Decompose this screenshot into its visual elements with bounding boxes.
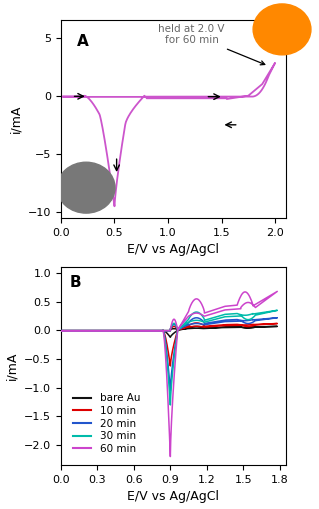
X-axis label: E/V vs Ag/AgCl: E/V vs Ag/AgCl (127, 491, 219, 503)
20 min (273, 315, 277, 321)
10 min (162, 330, 166, 336)
20 min (59, 328, 63, 334)
10 min (83, 328, 87, 334)
60 min (83, 328, 87, 334)
10 min (204, 324, 208, 330)
60 min (275, 288, 279, 294)
30 min (59, 328, 63, 334)
Text: B: B (70, 275, 82, 290)
X-axis label: E/V vs Ag/AgCl: E/V vs Ag/AgCl (127, 243, 219, 256)
30 min (275, 307, 279, 314)
10 min (273, 321, 277, 327)
30 min (83, 328, 87, 334)
60 min (273, 290, 277, 296)
60 min (162, 336, 166, 342)
30 min (216, 313, 220, 319)
30 min (59, 328, 63, 334)
20 min (195, 315, 198, 321)
20 min (168, 387, 172, 393)
Y-axis label: i/mA: i/mA (9, 105, 22, 133)
10 min (217, 322, 221, 328)
Line: bare Au: bare Au (61, 326, 277, 337)
20 min (83, 328, 87, 334)
bare Au (59, 328, 63, 334)
Line: 20 min: 20 min (61, 318, 277, 390)
10 min (195, 320, 198, 326)
20 min (59, 328, 63, 334)
20 min (162, 331, 166, 337)
60 min (70, 328, 74, 334)
Y-axis label: i/mA: i/mA (5, 352, 19, 380)
bare Au (70, 328, 74, 334)
Text: A: A (77, 34, 88, 49)
60 min (59, 328, 63, 334)
bare Au (273, 323, 277, 329)
20 min (217, 318, 221, 324)
60 min (168, 454, 172, 460)
30 min (168, 402, 172, 408)
bare Au (162, 328, 166, 334)
20 min (70, 328, 74, 334)
Ellipse shape (253, 4, 311, 55)
Line: 10 min: 10 min (61, 323, 277, 366)
30 min (273, 308, 277, 314)
10 min (70, 328, 74, 334)
bare Au (195, 323, 198, 329)
Text: held at 2.0 V
for 60 min: held at 2.0 V for 60 min (158, 24, 265, 65)
Line: 60 min: 60 min (61, 291, 277, 457)
10 min (59, 328, 63, 334)
bare Au (83, 328, 87, 334)
Line: 30 min: 30 min (61, 310, 277, 405)
10 min (59, 328, 63, 334)
30 min (204, 319, 208, 325)
60 min (59, 328, 63, 334)
30 min (70, 328, 74, 334)
bare Au (217, 324, 221, 330)
Legend: bare Au, 10 min, 20 min, 30 min, 60 min: bare Au, 10 min, 20 min, 30 min, 60 min (68, 389, 144, 458)
Ellipse shape (57, 162, 115, 213)
30 min (162, 332, 166, 338)
60 min (204, 313, 208, 319)
bare Au (168, 334, 172, 341)
60 min (216, 305, 220, 312)
bare Au (59, 328, 63, 334)
bare Au (204, 325, 208, 331)
20 min (204, 321, 208, 327)
10 min (168, 363, 172, 369)
